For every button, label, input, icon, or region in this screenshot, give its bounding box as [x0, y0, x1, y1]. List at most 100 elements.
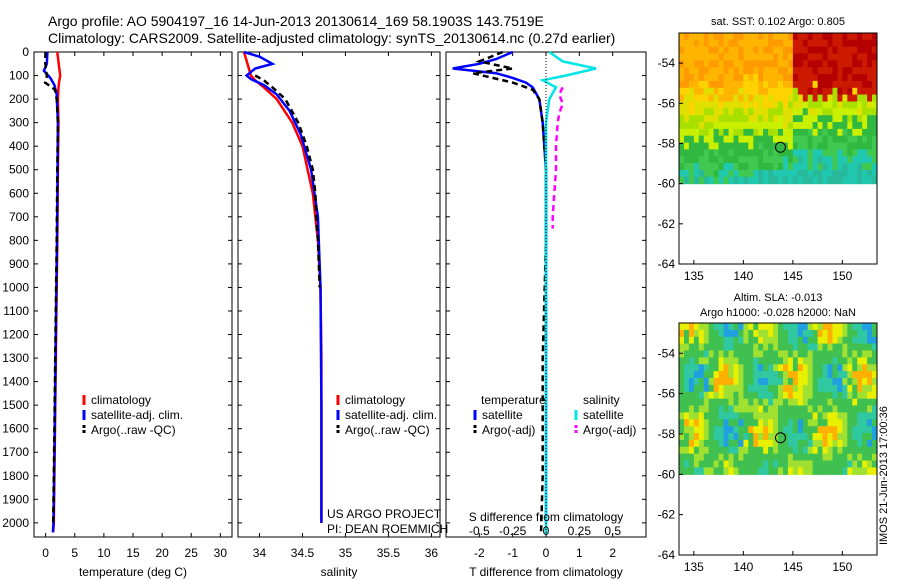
sla-map-cell: [688, 350, 695, 358]
sst-map-cell: [758, 101, 764, 109]
sla-map-cell: [728, 398, 734, 407]
sst-map-cell: [698, 46, 705, 55]
sst-map-cell: [867, 176, 873, 185]
sla-map-cell: [728, 405, 734, 413]
sst-map-cell: [693, 87, 700, 96]
sst-map-cell: [698, 142, 705, 150]
sla-map-cell: [852, 323, 858, 331]
sst-map-cell: [679, 67, 685, 75]
sst-map-cell: [797, 67, 804, 75]
sst-map-cell: [743, 176, 749, 185]
sla-map-cell: [688, 384, 695, 393]
sla-map-cell: [748, 453, 754, 462]
sla-map-cell: [802, 453, 809, 462]
sst-map-cell: [768, 128, 774, 137]
sst-map-cell: [802, 67, 809, 75]
sla-map-cell: [703, 460, 710, 468]
sst-map-cell: [867, 87, 873, 96]
sst-map-cell: [758, 33, 764, 41]
sst-map-cell: [787, 101, 794, 109]
sst-map-cell: [867, 135, 873, 144]
sla-map-cell: [783, 419, 789, 427]
sst-map-cell: [852, 170, 858, 178]
sla-map-cell: [713, 323, 720, 331]
sla-map-cell: [713, 371, 720, 379]
sst-map-cell: [867, 53, 873, 61]
sst-map-cell: [787, 53, 794, 61]
sst-map-cell: [807, 33, 814, 41]
sst-map-cell: [703, 67, 710, 75]
sla-map-cell: [733, 371, 739, 379]
sla-map-cell: [718, 357, 725, 365]
sla-map-cell: [733, 357, 739, 365]
sst-map-cell: [867, 142, 873, 150]
sla-map-cell: [718, 378, 725, 386]
sla-map-cell: [698, 467, 705, 475]
sst-map-cell: [812, 142, 819, 150]
sla-map-cell: [807, 405, 814, 413]
sla-map-cell: [718, 364, 725, 372]
salinity-diff-tick-label: -0.25: [499, 524, 527, 538]
sst-map-cell: [738, 115, 744, 123]
sla-map-cell: [807, 460, 814, 468]
sst-map-cell: [792, 74, 799, 82]
sla-map-cell: [807, 357, 814, 365]
sst-map-cell: [753, 128, 759, 137]
sla-map-cell: [684, 412, 690, 420]
sst-map-cell: [837, 46, 843, 55]
sst-map-cell: [738, 176, 744, 185]
sst-map-cell: [773, 101, 779, 109]
sla-map-cell: [783, 405, 789, 413]
sst-map-cell: [792, 128, 799, 137]
sst-map-cell: [797, 128, 804, 137]
sla-map-cell: [753, 460, 759, 468]
sst-map-cell: [748, 142, 754, 150]
sla-map-cell: [827, 350, 833, 358]
sla-map-cell: [778, 343, 784, 352]
sst-map-cell: [797, 108, 804, 116]
sst-map-cell: [758, 74, 764, 82]
sst-map-cell: [753, 60, 759, 68]
series-line-argo-raw-qc-: [43, 51, 60, 523]
sla-map-cell: [842, 384, 848, 393]
sst-map-cell: [733, 142, 739, 150]
sla-map-cell: [763, 378, 769, 386]
sst-map-cell: [852, 115, 858, 123]
sla-map-cell: [852, 343, 858, 352]
sst-map-cell: [862, 80, 868, 89]
sst-map-cell: [862, 101, 868, 109]
sla-map-cell: [718, 467, 725, 475]
sst-map-cell: [698, 101, 705, 109]
sst-map-cell: [708, 108, 715, 116]
sla-map-cell: [867, 336, 873, 345]
sla-map-cell: [852, 405, 858, 413]
sst-map-cell: [698, 135, 705, 144]
sst-map-cell: [723, 39, 729, 48]
sla-map-cell: [778, 336, 784, 345]
sst-map-cell: [679, 135, 685, 144]
sst-map-cell: [723, 176, 729, 185]
sla-map-cell: [728, 336, 734, 345]
sst-map-cell: [773, 80, 779, 89]
sst-map-cell: [778, 135, 784, 144]
sla-map-cell: [872, 412, 878, 420]
sst-map-cell: [743, 46, 749, 55]
sst-map-cell: [679, 87, 685, 96]
sla-map-cell: [857, 384, 863, 393]
sla-map-cell: [783, 439, 789, 448]
sst-map-cell: [679, 149, 685, 157]
sla-map-cell: [748, 384, 754, 393]
sla-map-cell: [713, 391, 720, 400]
sst-map-cell: [837, 60, 843, 68]
sst-map-cell: [713, 108, 720, 116]
depth-tick-label: 1900: [2, 492, 29, 506]
sla-map-cell: [862, 343, 868, 352]
sst-map-cell: [847, 135, 853, 144]
sst-map-cell: [847, 74, 853, 82]
sla-map-cell: [713, 384, 720, 393]
sst-map-cell: [713, 176, 720, 185]
sst-map-cell: [738, 74, 744, 82]
sst-map-ytick-label: -54: [658, 56, 676, 70]
sla-map-cell: [763, 398, 769, 407]
